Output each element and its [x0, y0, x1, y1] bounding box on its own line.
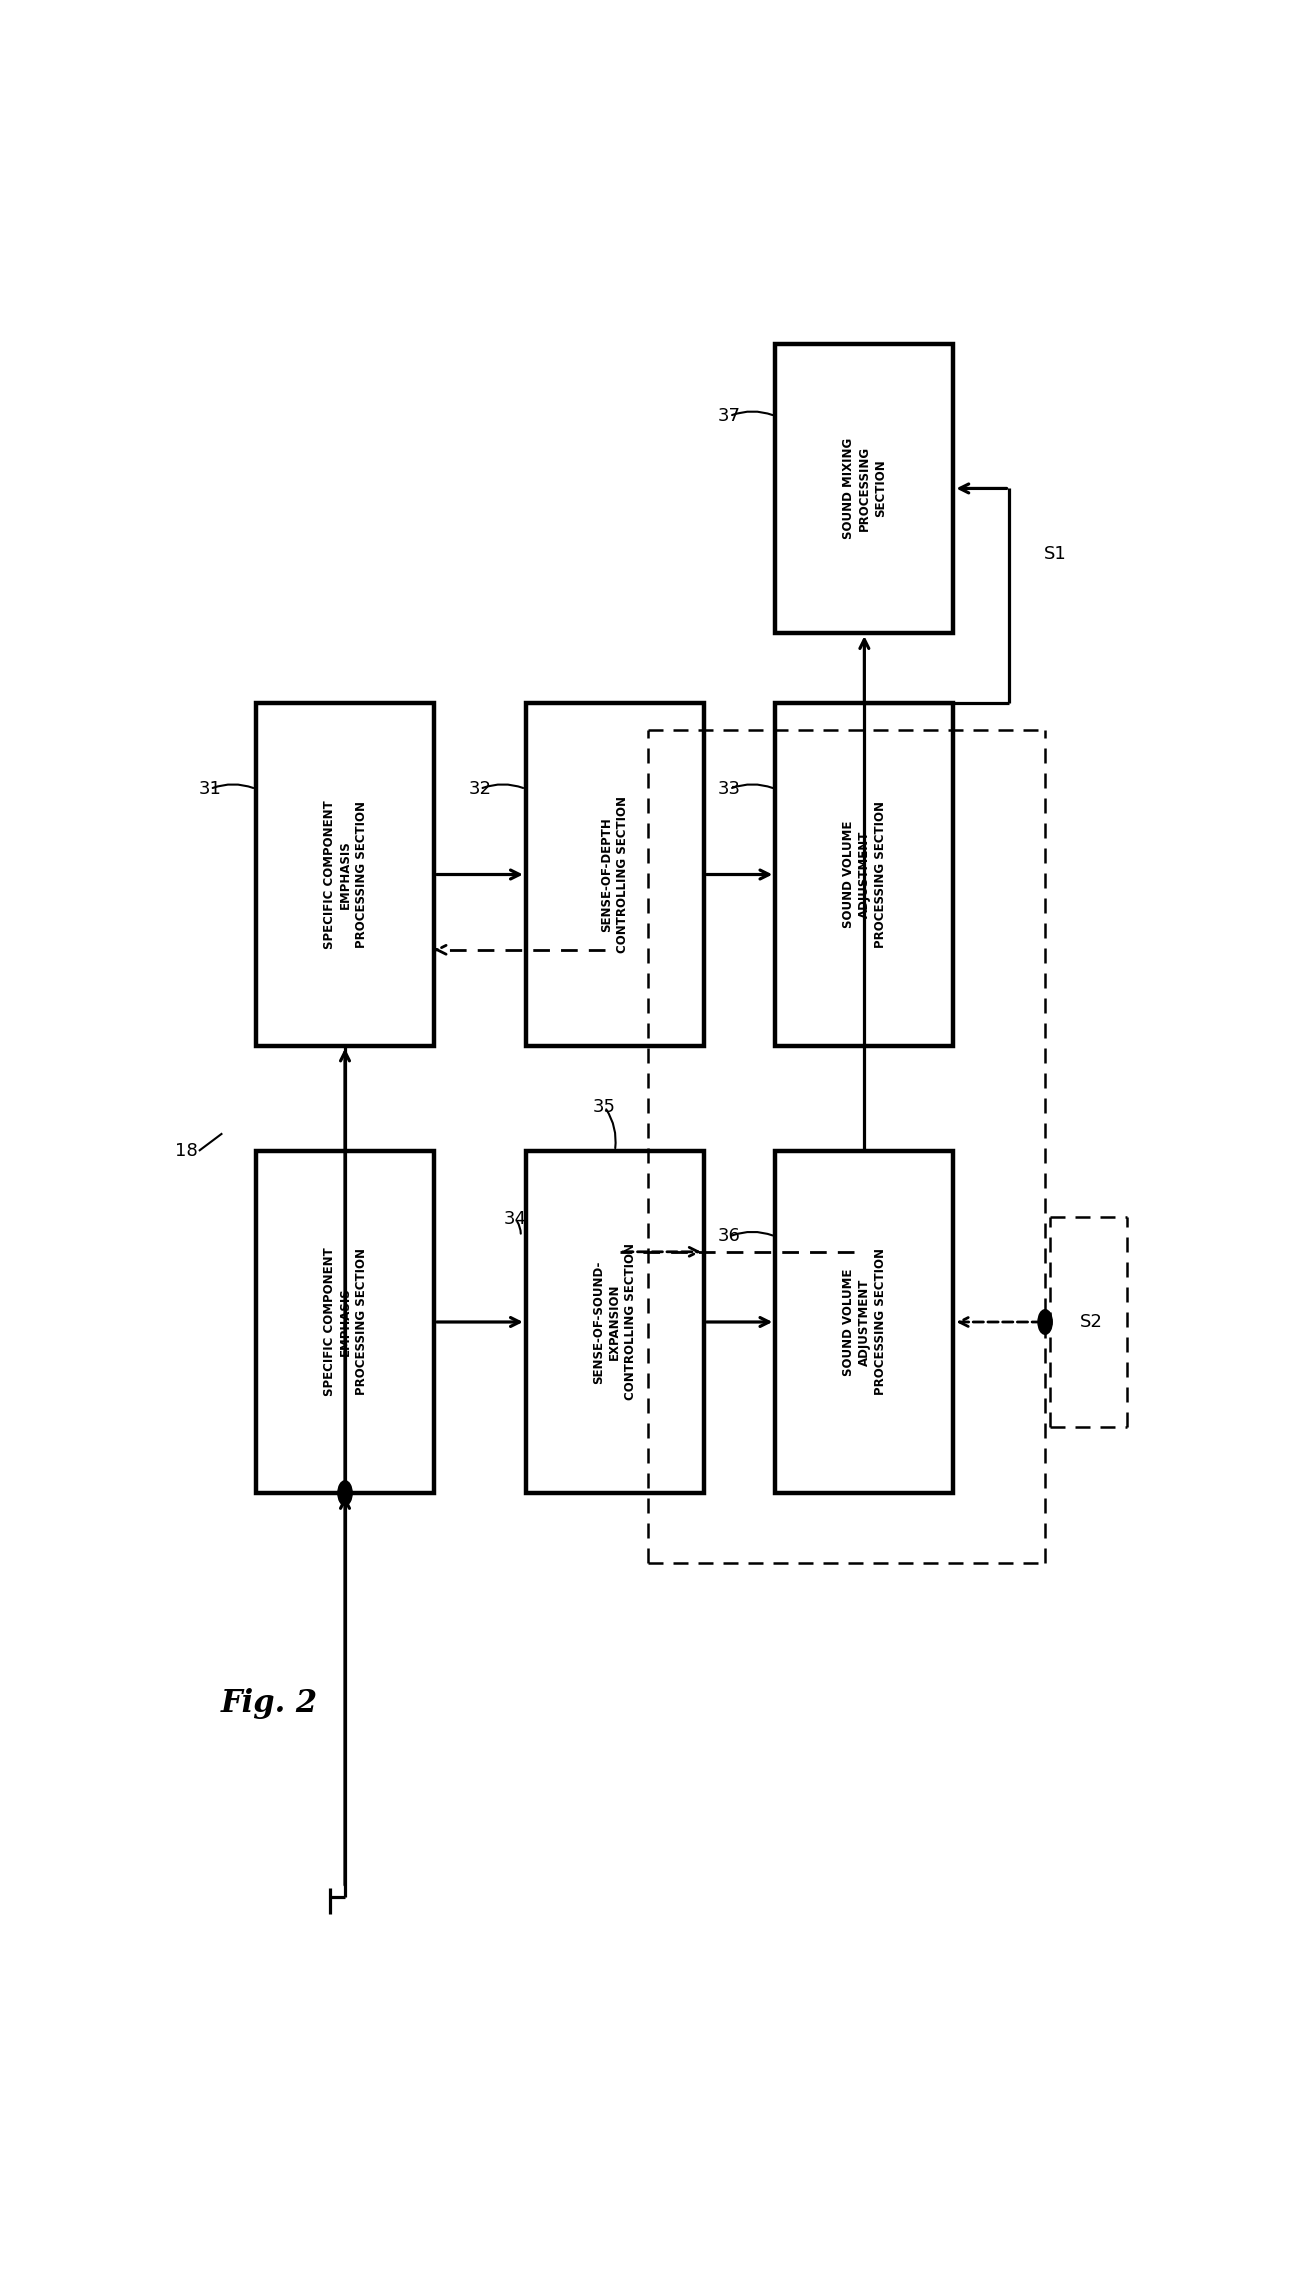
Bar	[775, 1151, 954, 1493]
Bar	[775, 344, 954, 634]
Text: S2: S2	[1080, 1313, 1102, 1331]
Bar	[526, 704, 704, 1046]
Text: 32: 32	[468, 779, 491, 798]
Circle shape	[338, 1481, 352, 1506]
Circle shape	[1038, 1310, 1053, 1333]
Text: SENSE-OF-SOUND-
EXPANSION
CONTROLLING SECTION: SENSE-OF-SOUND- EXPANSION CONTROLLING SE…	[593, 1244, 637, 1402]
Text: SOUND VOLUME
ADJUSTMENT
PROCESSING SECTION: SOUND VOLUME ADJUSTMENT PROCESSING SECTI…	[842, 800, 887, 948]
Text: S1: S1	[1043, 545, 1067, 563]
Text: 35: 35	[593, 1098, 616, 1117]
Text: 31: 31	[198, 779, 222, 798]
Text: 18: 18	[175, 1142, 198, 1160]
Text: SOUND MIXING
PROCESSING
SECTION: SOUND MIXING PROCESSING SECTION	[842, 438, 887, 540]
Text: 34: 34	[505, 1210, 527, 1228]
Text: SPECIFIC COMPONENT
EMPHASIS
PROCESSING SECTION: SPECIFIC COMPONENT EMPHASIS PROCESSING S…	[322, 800, 368, 948]
Text: SENSE-OF-DEPTH
CONTROLLING SECTION: SENSE-OF-DEPTH CONTROLLING SECTION	[600, 795, 629, 953]
Bar	[775, 704, 954, 1046]
Text: 36: 36	[717, 1228, 741, 1244]
Bar	[256, 1151, 434, 1493]
Text: Fig. 2: Fig. 2	[221, 1689, 318, 1718]
Text: 33: 33	[717, 779, 741, 798]
Text: 37: 37	[717, 408, 741, 426]
Bar	[526, 1151, 704, 1493]
Text: SPECIFIC COMPONENT
EMPHASIS
PROCESSING SECTION: SPECIFIC COMPONENT EMPHASIS PROCESSING S…	[322, 1247, 368, 1397]
Bar	[256, 704, 434, 1046]
Text: SOUND VOLUME
ADJUSTMENT
PROCESSING SECTION: SOUND VOLUME ADJUSTMENT PROCESSING SECTI…	[842, 1249, 887, 1395]
